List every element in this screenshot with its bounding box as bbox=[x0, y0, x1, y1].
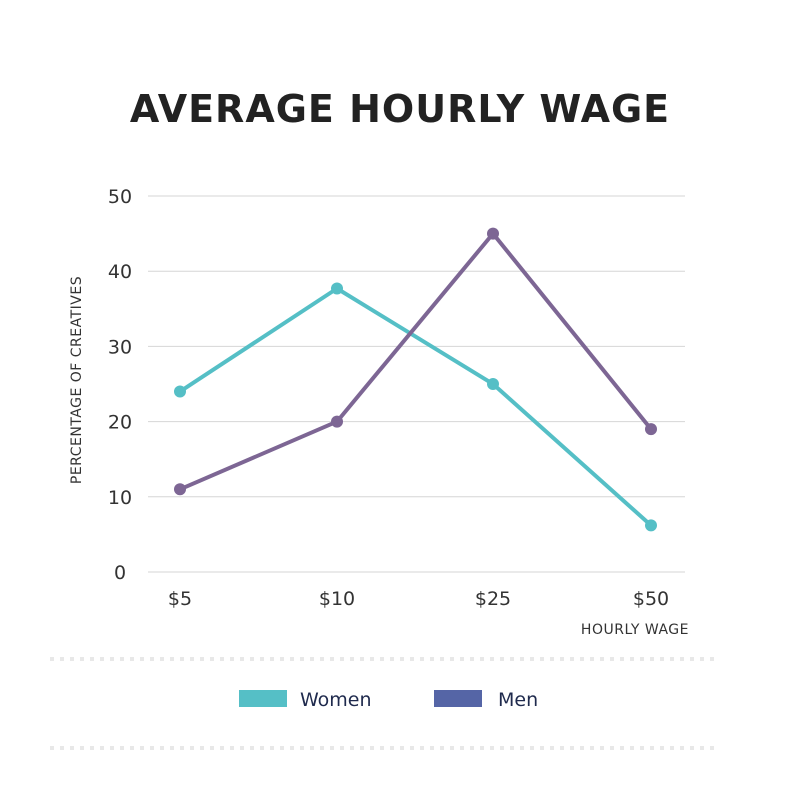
y-tick-label: 40 bbox=[108, 261, 132, 283]
x-axis-ticks: $5 $10 $25 $50 bbox=[168, 588, 669, 610]
legend: Women Men bbox=[239, 689, 538, 711]
x-axis-label: HOURLY WAGE bbox=[581, 622, 689, 638]
x-tick-label: $5 bbox=[168, 588, 192, 610]
y-axis-label: PERCENTAGE OF CREATIVES bbox=[69, 276, 85, 484]
y-tick-label: 0 bbox=[114, 562, 126, 584]
legend-swatch-women bbox=[239, 690, 287, 707]
chart-title: AVERAGE HOURLY WAGE bbox=[130, 87, 670, 131]
legend-label-women: Women bbox=[300, 689, 372, 711]
data-point-women-1 bbox=[331, 282, 343, 295]
data-point-women-0 bbox=[174, 385, 186, 398]
legend-item-women: Women bbox=[239, 689, 372, 711]
data-point-women-2 bbox=[487, 378, 499, 390]
x-tick-label: $25 bbox=[475, 588, 511, 610]
data-point-women-3 bbox=[645, 519, 657, 532]
series-women bbox=[174, 282, 657, 532]
y-tick-label: 30 bbox=[108, 336, 132, 358]
y-tick-label: 50 bbox=[108, 186, 132, 208]
legend-swatch-men bbox=[434, 690, 482, 707]
data-point-men-2 bbox=[487, 227, 499, 240]
x-tick-label: $10 bbox=[319, 588, 355, 610]
series-men bbox=[174, 227, 657, 496]
legend-item-men: Men bbox=[434, 689, 538, 711]
y-tick-label: 10 bbox=[108, 487, 132, 509]
series-line-men bbox=[178, 231, 653, 492]
data-point-men-3 bbox=[645, 423, 657, 436]
legend-label-men: Men bbox=[498, 689, 538, 711]
y-axis-ticks: 0 10 20 30 40 50 bbox=[108, 186, 132, 584]
data-point-men-1 bbox=[331, 415, 343, 428]
series-line-women bbox=[178, 286, 653, 528]
x-tick-label: $50 bbox=[633, 588, 669, 610]
data-point-men-0 bbox=[174, 483, 186, 496]
y-tick-label: 20 bbox=[108, 412, 132, 434]
series-layer bbox=[174, 227, 657, 532]
gridlines bbox=[148, 195, 685, 573]
